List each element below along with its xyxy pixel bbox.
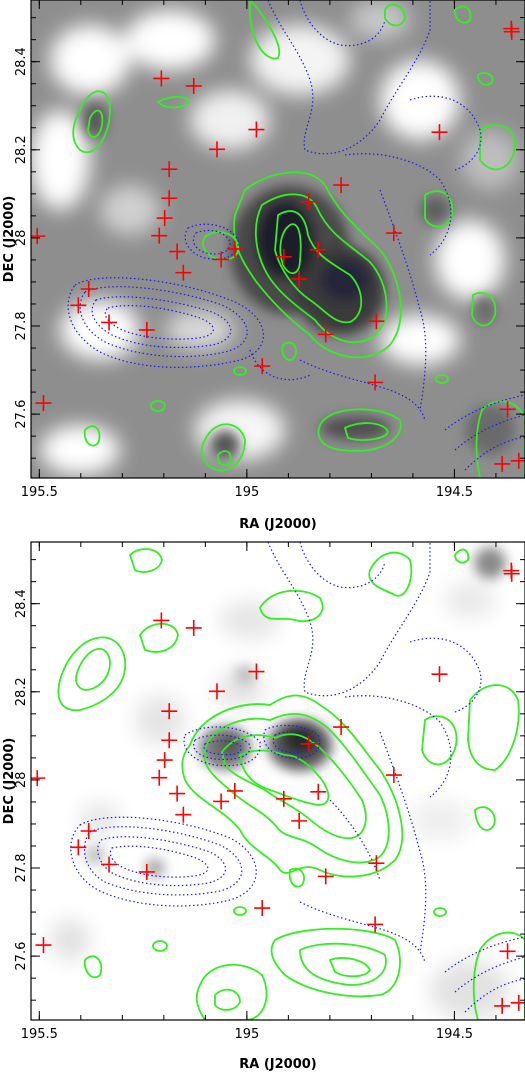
top-y-axis-label: DEC (J2000) bbox=[2, 196, 17, 283]
bottom-source-cross-marker bbox=[510, 994, 525, 1011]
top-source-cross-marker bbox=[310, 241, 327, 258]
bottom-y-tick-label: 27.6 bbox=[14, 942, 29, 971]
top-source-cross-marker bbox=[494, 455, 511, 472]
bottom-source-cross-marker bbox=[101, 856, 118, 873]
bottom-source-cross-marker bbox=[80, 823, 97, 840]
top-source-cross-marker bbox=[151, 227, 168, 244]
top-source-cross-marker bbox=[213, 251, 230, 268]
top-source-cross-marker bbox=[175, 264, 192, 281]
bottom-source-cross-marker bbox=[333, 719, 350, 736]
top-axes: 195.5 195 194.5 27.6 27.8 28 28.2 28.4 bbox=[14, 0, 525, 500]
top-source-cross-marker bbox=[499, 401, 516, 418]
bottom-source-cross-marker bbox=[431, 666, 448, 683]
top-source-cross-marker bbox=[291, 270, 308, 287]
top-source-cross-marker bbox=[367, 374, 384, 391]
top-source-cross-marker bbox=[317, 326, 334, 343]
bottom-source-cross-marker bbox=[161, 703, 178, 720]
top-x-tick-label: 195.5 bbox=[21, 485, 58, 500]
top-source-cross-marker bbox=[385, 225, 402, 242]
top-source-cross-marker bbox=[31, 228, 46, 245]
top-source-cross-marker bbox=[70, 297, 87, 314]
bottom-source-cross-marker bbox=[317, 868, 334, 885]
top-source-cross-marker bbox=[161, 190, 178, 207]
bottom-x-tick-label: 195 bbox=[234, 1027, 259, 1042]
bottom-source-cross-marker bbox=[175, 806, 192, 823]
bottom-x-tick-label: 194.5 bbox=[436, 1027, 473, 1042]
bottom-source-cross-marker bbox=[367, 916, 384, 933]
top-x-tick-label: 195 bbox=[234, 485, 259, 500]
top-source-cross-marker bbox=[333, 177, 350, 194]
top-source-cross-marker bbox=[156, 210, 173, 227]
bottom-source-cross-marker bbox=[185, 619, 202, 636]
bottom-source-cross-marker bbox=[161, 732, 178, 749]
bottom-source-cross-marker bbox=[151, 769, 168, 786]
bottom-source-cross-marker bbox=[70, 839, 87, 856]
top-source-cross-marker bbox=[35, 395, 52, 412]
bottom-grayscale-image bbox=[31, 542, 525, 1020]
top-x-tick-label: 194.5 bbox=[436, 485, 473, 500]
bottom-source-cross-marker bbox=[499, 943, 516, 960]
top-y-tick-label: 28 bbox=[14, 230, 29, 247]
bottom-source-cross-marker bbox=[254, 900, 271, 917]
top-source-cross-marker bbox=[248, 121, 265, 138]
top-y-tick-label: 28.2 bbox=[14, 135, 29, 164]
bottom-plot-frame bbox=[30, 541, 525, 1021]
top-x-axis-label: RA (J2000) bbox=[239, 517, 317, 532]
top-source-cross-marker bbox=[510, 452, 525, 469]
bottom-source-cross-marker bbox=[300, 735, 317, 752]
top-source-cross-marker bbox=[185, 77, 202, 94]
top-source-cross-marker bbox=[254, 358, 271, 375]
bottom-source-cross-marker bbox=[169, 785, 186, 802]
bottom-source-cross-marker bbox=[368, 855, 385, 872]
top-source-cross-marker bbox=[300, 193, 317, 210]
bottom-source-cross-marker bbox=[226, 782, 243, 799]
top-y-tick-label: 27.6 bbox=[14, 400, 29, 429]
bottom-y-tick-label: 28 bbox=[14, 772, 29, 789]
top-source-cross-marker bbox=[208, 141, 225, 158]
bottom-source-cross-marker bbox=[208, 683, 225, 700]
bottom-source-cross-marker bbox=[385, 767, 402, 784]
top-source-cross-marker bbox=[503, 23, 520, 40]
bottom-source-cross-marker bbox=[275, 790, 292, 807]
bottom-source-cross-marker bbox=[248, 663, 265, 680]
top-source-markers bbox=[31, 20, 525, 472]
top-source-cross-marker bbox=[153, 70, 170, 87]
bottom-source-cross-marker bbox=[35, 937, 52, 954]
top-source-cross-marker bbox=[138, 321, 155, 338]
top-source-cross-marker bbox=[169, 243, 186, 260]
top-source-cross-marker bbox=[101, 314, 118, 331]
top-source-cross-marker bbox=[368, 313, 385, 330]
top-source-cross-marker bbox=[226, 240, 243, 257]
bottom-source-cross-marker bbox=[494, 997, 511, 1014]
bottom-source-cross-marker bbox=[156, 752, 173, 769]
top-y-tick-label: 28.4 bbox=[14, 47, 29, 76]
bottom-y-axis-label: DEC (J2000) bbox=[2, 738, 17, 825]
top-source-cross-marker bbox=[80, 281, 97, 298]
bottom-y-tick-label: 27.8 bbox=[14, 854, 29, 883]
bottom-source-cross-marker bbox=[153, 612, 170, 629]
top-source-cross-marker bbox=[161, 161, 178, 178]
top-source-cross-marker bbox=[431, 124, 448, 141]
top-y-tick-label: 27.8 bbox=[14, 312, 29, 341]
bottom-y-tick-label: 28.2 bbox=[14, 677, 29, 706]
bottom-axes: 195.5 195 194.5 27.6 27.8 28 28.2 28.4 bbox=[14, 542, 525, 1042]
bottom-source-cross-marker bbox=[291, 812, 308, 829]
bottom-source-cross-marker bbox=[138, 863, 155, 880]
bottom-source-cross-marker bbox=[31, 770, 46, 787]
bottom-source-cross-marker bbox=[503, 565, 520, 582]
bottom-x-axis-label: RA (J2000) bbox=[239, 1057, 317, 1072]
bottom-x-tick-label: 195.5 bbox=[21, 1027, 58, 1042]
top-plot-frame bbox=[30, 0, 525, 479]
top-grayscale-image bbox=[31, 0, 525, 478]
bottom-source-markers bbox=[31, 562, 525, 1014]
bottom-source-cross-marker bbox=[310, 783, 327, 800]
bottom-panel: 195.5 195 194.5 27.6 27.8 28 28.2 28.4 RA (J200… bbox=[2, 541, 525, 1072]
top-source-cross-marker bbox=[275, 248, 292, 265]
bottom-y-tick-label: 28.4 bbox=[14, 589, 29, 618]
top-panel: 195.5 195 194.5 27.6 27.8 28 28.2 28.4 RA (J200… bbox=[2, 0, 525, 532]
bottom-source-cross-marker bbox=[213, 793, 230, 810]
